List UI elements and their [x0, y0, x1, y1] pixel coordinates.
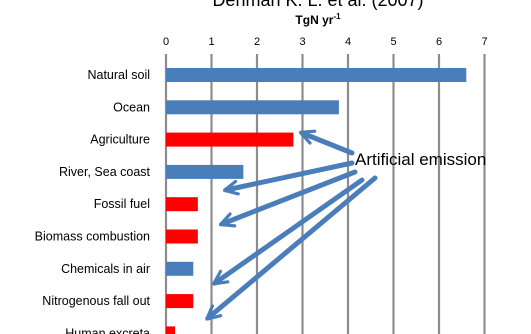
category-label-ocean: Ocean	[113, 100, 150, 114]
category-label-human-excreta: Human excreta	[65, 326, 150, 334]
category-labels: Natural soil Ocean Agriculture River, Sea c…	[35, 68, 151, 334]
x-tick-labels: 0 1 2 3 4 5 6 7	[163, 36, 488, 48]
bar-nitrogenous-fall-out	[166, 294, 194, 309]
annotation-arrows	[205, 129, 378, 321]
arrow-to-agriculture	[298, 129, 355, 156]
x-tick-7: 7	[481, 36, 487, 48]
chart-title: Denman K. L. et al. (2007)	[212, 0, 423, 10]
x-tick-6: 6	[436, 36, 442, 48]
bar-ocean	[166, 100, 339, 115]
grid-lines	[164, 54, 486, 334]
bar-fossil-fuel	[166, 197, 198, 212]
x-tick-2: 2	[254, 36, 260, 48]
arrow-to-fossil-fuel	[222, 160, 355, 196]
x-tick-4: 4	[345, 36, 351, 48]
x-tick-0: 0	[163, 36, 169, 48]
category-label-agriculture: Agriculture	[90, 133, 150, 147]
x-tick-5: 5	[390, 36, 396, 48]
x-tick-1: 1	[208, 36, 214, 48]
bar-human-excreta	[166, 326, 176, 334]
bar-river-sea-coast	[166, 164, 244, 179]
bar-biomass-combustion	[166, 229, 198, 244]
arrow-to-nitrogenous-fall-out	[212, 177, 365, 286]
bar-agriculture	[166, 132, 294, 147]
annotation-label: Artificial emission	[355, 150, 486, 169]
bar-chemicals-in-air	[166, 261, 194, 276]
category-label-nitrogenous-fall-out: Nitrogenous fall out	[42, 294, 150, 308]
bars	[166, 68, 467, 334]
x-axis-label: TgN yr-1	[295, 12, 341, 27]
category-label-fossil-fuel: Fossil fuel	[94, 197, 150, 211]
category-label-chemicals-in-air: Chemicals in air	[61, 262, 150, 276]
arrow-to-biomass-combustion	[218, 169, 358, 228]
category-label-natural-soil: Natural soil	[87, 68, 150, 82]
x-tick-3: 3	[299, 36, 305, 48]
category-label-biomass-combustion: Biomass combustion	[35, 230, 150, 244]
arrow-to-human-excreta	[205, 175, 378, 321]
bar-natural-soil	[166, 68, 467, 82]
category-label-river-sea-coast: River, Sea coast	[59, 165, 151, 179]
